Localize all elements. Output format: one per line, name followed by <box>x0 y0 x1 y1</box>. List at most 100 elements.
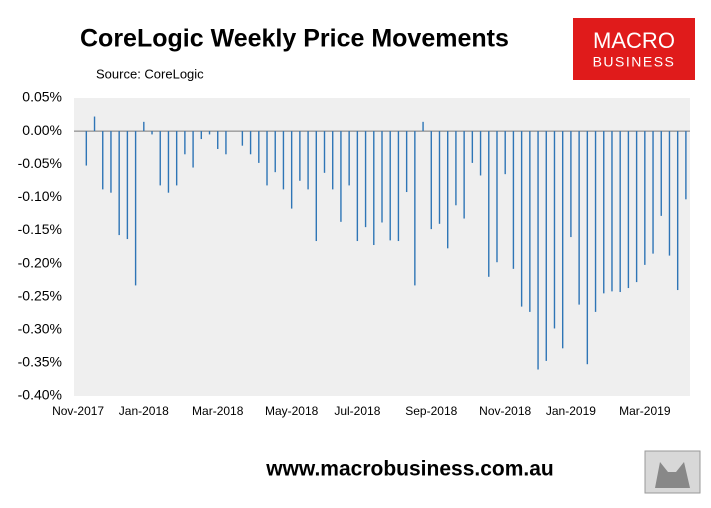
x-tick-label: Nov-2018 <box>479 404 531 418</box>
y-tick-label: -0.15% <box>18 221 62 237</box>
y-tick-label: 0.05% <box>22 89 62 105</box>
bar <box>134 131 137 286</box>
y-tick-label: -0.20% <box>18 254 62 270</box>
y-tick-label: -0.35% <box>18 354 62 370</box>
x-tick-label: Nov-2017 <box>52 404 104 418</box>
bar <box>414 131 416 286</box>
bar <box>529 131 531 312</box>
x-tick-label: Mar-2019 <box>619 404 671 418</box>
bar <box>200 131 203 140</box>
y-tick-label: -0.25% <box>18 287 62 303</box>
x-tick-label: Jan-2018 <box>119 404 169 418</box>
x-tick-label: Jul-2018 <box>334 404 380 418</box>
bar <box>85 131 88 166</box>
bar <box>299 131 301 181</box>
bar <box>520 131 523 307</box>
bar <box>512 131 515 269</box>
bar <box>635 131 638 283</box>
y-tick-label: -0.10% <box>18 188 62 204</box>
bar <box>619 131 621 293</box>
bar <box>159 131 161 186</box>
bar <box>389 131 391 241</box>
bar <box>175 131 178 186</box>
bar <box>660 131 662 216</box>
bar <box>364 131 367 228</box>
bar <box>545 131 547 361</box>
bar <box>611 131 613 292</box>
bar <box>594 131 597 312</box>
bar <box>258 131 260 163</box>
y-tick-label: -0.05% <box>18 155 62 171</box>
bar <box>405 131 408 193</box>
bar <box>676 131 679 291</box>
bar <box>603 131 605 294</box>
bar <box>151 131 153 135</box>
logo-text: MACRO <box>593 28 675 53</box>
bar <box>93 116 96 132</box>
y-tick-label: -0.40% <box>18 387 62 403</box>
y-tick-label: 0.00% <box>22 122 62 138</box>
bar <box>323 131 326 173</box>
bar <box>463 131 465 219</box>
bar <box>537 131 539 370</box>
bar <box>488 131 490 277</box>
bar <box>496 131 498 263</box>
logo-box <box>573 18 695 80</box>
bar <box>110 131 112 193</box>
bar <box>504 131 506 175</box>
bar <box>315 131 317 242</box>
bar <box>430 131 432 230</box>
bar <box>561 131 564 349</box>
bar <box>102 131 104 190</box>
bar <box>332 131 334 190</box>
bar <box>348 131 350 186</box>
chart-title: CoreLogic Weekly Price Movements <box>80 25 509 53</box>
chart-subtitle: Source: CoreLogic <box>96 66 204 81</box>
bar <box>553 131 556 329</box>
bar <box>652 131 654 254</box>
bar <box>249 131 252 155</box>
bar <box>225 131 227 155</box>
bar <box>422 121 424 132</box>
bar <box>217 131 219 149</box>
bar <box>455 131 457 206</box>
bar <box>586 131 589 365</box>
bar <box>479 131 482 176</box>
bar <box>307 131 309 190</box>
bar <box>373 131 375 246</box>
y-tick-label: -0.30% <box>18 320 62 336</box>
bar <box>447 131 449 249</box>
bar <box>266 131 268 186</box>
bar <box>192 131 194 168</box>
x-tick-label: Jan-2019 <box>546 404 596 418</box>
bar <box>274 131 276 173</box>
bar <box>570 131 572 238</box>
bar <box>143 121 145 132</box>
bar <box>627 131 630 289</box>
bar <box>685 131 687 200</box>
bar <box>438 131 441 224</box>
bar <box>118 131 120 236</box>
bar <box>381 131 383 223</box>
bar <box>340 131 342 222</box>
x-tick-label: Mar-2018 <box>192 404 244 418</box>
bar <box>208 131 211 135</box>
bar <box>290 131 293 209</box>
logo-text: BUSINESS <box>593 54 676 70</box>
bar <box>126 131 129 240</box>
bar <box>578 131 580 305</box>
bar <box>167 131 170 193</box>
x-tick-label: May-2018 <box>265 404 319 418</box>
bar <box>356 131 359 242</box>
x-tick-label: Sep-2018 <box>405 404 457 418</box>
bar <box>397 131 400 242</box>
wolf-icon <box>655 462 690 488</box>
bar <box>241 131 244 146</box>
bar <box>184 131 186 155</box>
bar <box>668 131 671 256</box>
bar <box>282 131 285 190</box>
bar <box>644 131 646 265</box>
bar <box>471 131 474 163</box>
